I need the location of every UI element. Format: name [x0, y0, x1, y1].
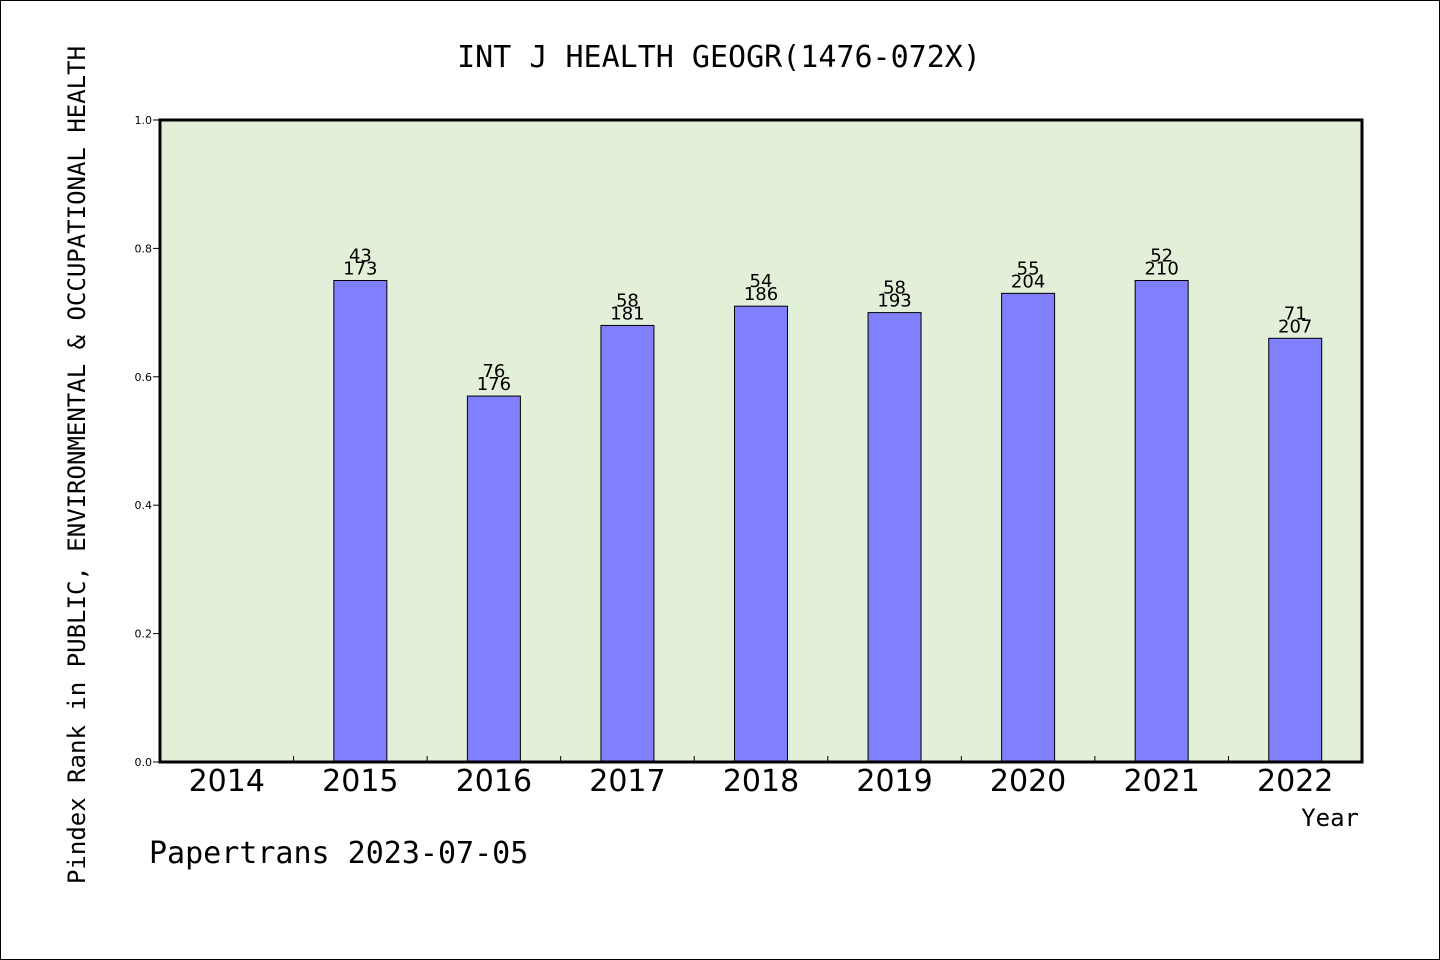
bar-2017 — [600, 324, 655, 763]
total-label: 210 — [1144, 259, 1178, 280]
bar-2018 — [734, 305, 788, 763]
total-label: 181 — [610, 303, 644, 324]
rank-label: 58 — [616, 290, 639, 311]
rank-label: 76 — [482, 361, 505, 382]
x-tick-label: 2020 — [990, 764, 1066, 799]
total-label: 207 — [1278, 316, 1312, 337]
total-label: 173 — [343, 259, 377, 280]
y-tick-label: 0.4 — [135, 499, 153, 512]
y-tick-label: 0.2 — [135, 628, 153, 641]
x-tick-label: 2017 — [589, 764, 665, 799]
x-tick-label: 2019 — [856, 764, 932, 799]
total-label: 193 — [877, 291, 911, 312]
bar-2016 — [466, 395, 521, 763]
x-tick-label: 2014 — [189, 764, 265, 799]
x-tick-label: 2018 — [723, 764, 799, 799]
rank-label: 54 — [750, 271, 773, 292]
x-tick-label: 2022 — [1257, 764, 1333, 799]
y-axis-label: Pindex Rank in PUBLIC, ENVIRONMENTAL & O… — [63, 46, 91, 884]
bar-2020 — [1001, 292, 1056, 763]
bar-2019 — [867, 312, 922, 763]
x-tick-label: 2016 — [456, 764, 532, 799]
x-tick-label: 2015 — [322, 764, 398, 799]
total-label: 176 — [477, 374, 511, 395]
rank-label: 71 — [1284, 303, 1307, 324]
rank-label: 55 — [1017, 258, 1040, 279]
bar-2015 — [333, 280, 388, 763]
footer-credit: Papertrans 2023-07-05 — [149, 836, 528, 871]
y-tick-label: 0.0 — [135, 756, 153, 769]
bars-group — [333, 280, 1323, 763]
bar-2021 — [1134, 280, 1189, 763]
y-tick-label: 0.8 — [135, 242, 153, 255]
x-axis: 2014 2015 2016 2017 2018 2019 2020 2021 2022 — [189, 756, 1333, 799]
rank-label: 43 — [349, 246, 372, 267]
chart-title: INT J HEALTH GEOGR(1476-072X) — [457, 40, 981, 75]
rank-label: 52 — [1150, 246, 1173, 267]
rank-label: 58 — [883, 278, 906, 299]
y-tick-label: 0.6 — [135, 371, 153, 384]
y-axis: 0.0 0.2 0.4 0.6 0.8 1.0 — [135, 114, 160, 769]
x-tick-label: 2021 — [1123, 764, 1199, 799]
total-label: 204 — [1011, 271, 1045, 292]
bar-2022 — [1268, 337, 1323, 763]
x-axis-label: Year — [1301, 804, 1359, 832]
y-tick-label: 1.0 — [135, 114, 153, 127]
total-label: 186 — [744, 284, 778, 305]
plot-frame — [158, 118, 1364, 764]
